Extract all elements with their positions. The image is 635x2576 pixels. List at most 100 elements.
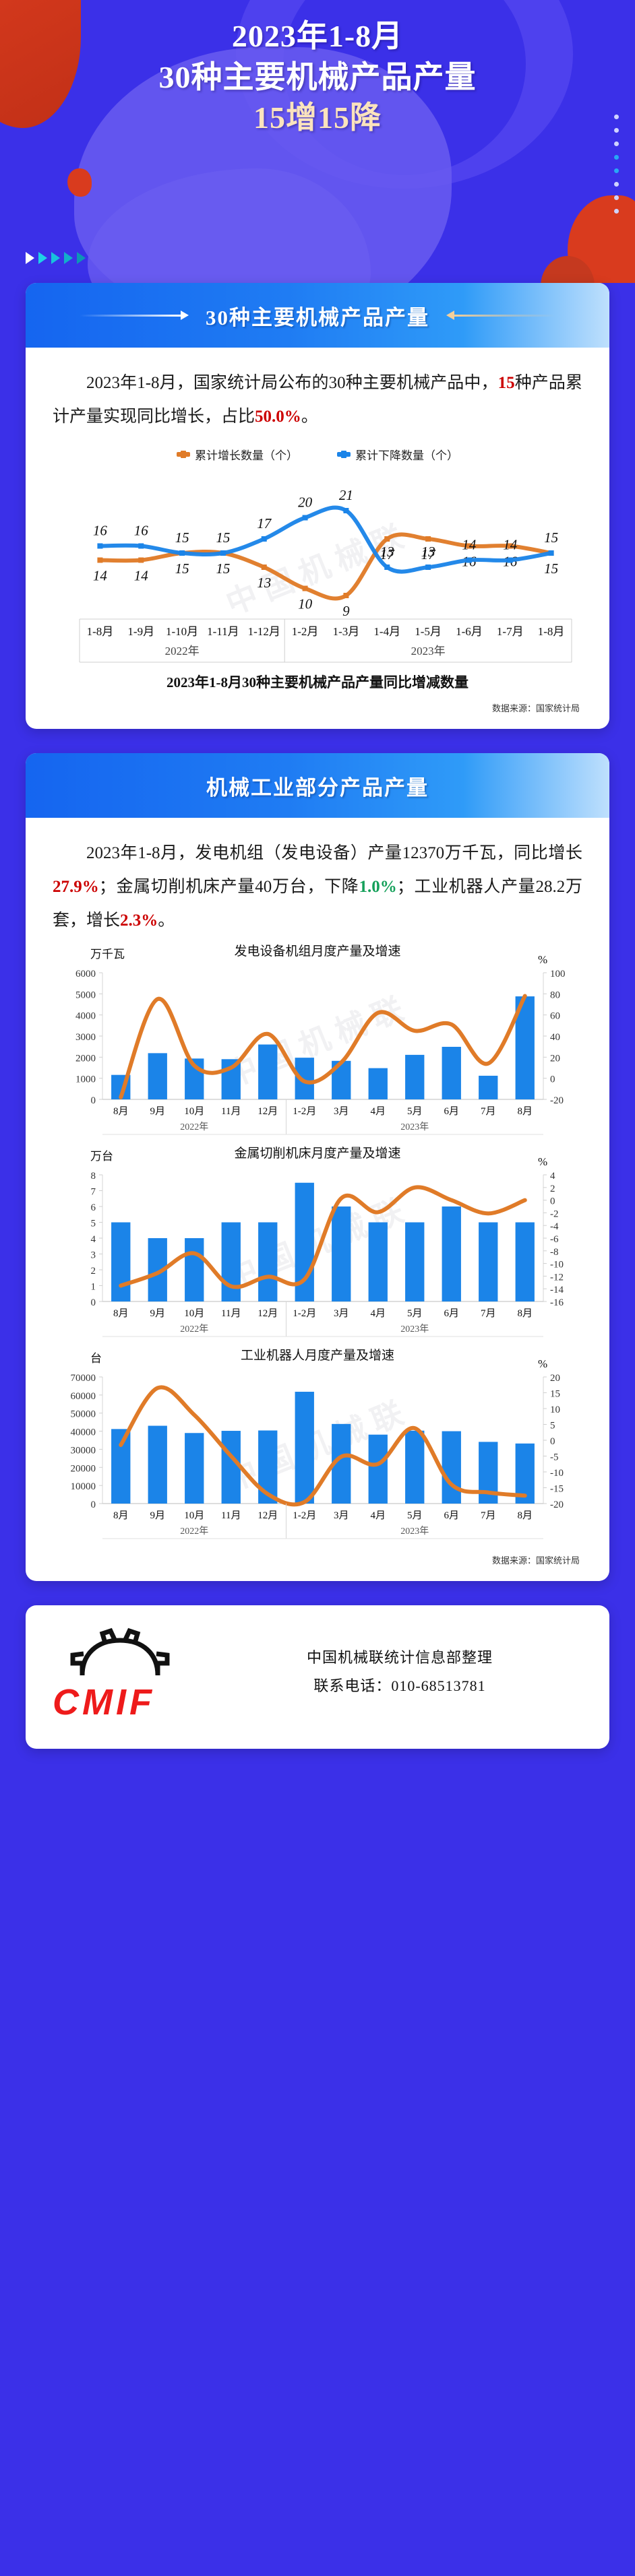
svg-text:-4: -4	[550, 1221, 559, 1232]
line-chart-svg: 1414151513109171716161516161515172021131…	[79, 487, 572, 663]
svg-text:8: 8	[91, 1171, 96, 1182]
decorative-blob-red-dot	[67, 168, 92, 197]
svg-text:15: 15	[175, 560, 189, 577]
svg-text:12月: 12月	[258, 1106, 278, 1117]
svg-text:7月: 7月	[481, 1106, 496, 1117]
svg-text:70000: 70000	[71, 1373, 96, 1384]
svg-text:5月: 5月	[407, 1106, 423, 1117]
svg-text:5000: 5000	[75, 990, 96, 1000]
card1-highlight-share: 50.0%	[255, 408, 301, 426]
svg-text:-5: -5	[550, 1452, 559, 1463]
footer-card: CMIF 中国机械联统计信息部整理 联系电话：010-68513781	[26, 1605, 609, 1749]
svg-text:3000: 3000	[75, 1032, 96, 1043]
svg-text:-2: -2	[550, 1209, 559, 1219]
svg-text:-6: -6	[550, 1234, 559, 1245]
svg-text:1-10月: 1-10月	[166, 625, 198, 638]
svg-text:-8: -8	[550, 1247, 559, 1258]
card2-text-1: 2023年1-8月，发电机组（发电设备）产量12370万千瓦，同比增长	[86, 844, 582, 862]
svg-text:9月: 9月	[150, 1308, 165, 1319]
svg-text:3月: 3月	[334, 1106, 349, 1117]
svg-text:13: 13	[257, 575, 271, 591]
svg-text:60: 60	[550, 1011, 560, 1022]
svg-text:1-12月: 1-12月	[248, 625, 280, 638]
svg-text:80: 80	[550, 990, 560, 1000]
svg-text:4000: 4000	[75, 1011, 96, 1022]
svg-text:3月: 3月	[334, 1308, 349, 1319]
svg-text:1: 1	[91, 1282, 96, 1293]
hero-title-line-2: 30种主要机械产品产量	[158, 59, 477, 94]
svg-text:6月: 6月	[444, 1308, 459, 1319]
svg-text:%: %	[538, 953, 547, 966]
decorative-dot-column	[614, 115, 619, 214]
svg-text:1-2月: 1-2月	[292, 625, 319, 638]
svg-text:6000: 6000	[75, 969, 96, 979]
svg-text:30000: 30000	[71, 1445, 96, 1456]
bar-chart-machinetool-svg: 金属切削机床月度产量及增速 万台 % 0 1 2 3 4 5 6 7 8 -16 -14 -12 -10 -8 -…	[90, 1146, 564, 1337]
svg-text:20: 20	[550, 1373, 560, 1384]
card1-highlight-count: 15	[497, 374, 515, 392]
legend-marker-orange-icon	[177, 451, 190, 458]
svg-text:8月: 8月	[113, 1106, 129, 1117]
svg-text:2023年: 2023年	[400, 1526, 429, 1537]
svg-text:2022年: 2022年	[180, 1324, 208, 1334]
svg-text:15: 15	[216, 529, 230, 546]
svg-text:13: 13	[380, 544, 394, 560]
chevron-right-icon	[77, 252, 86, 264]
svg-text:20000: 20000	[71, 1463, 96, 1474]
svg-text:0: 0	[91, 1297, 96, 1308]
card2-highlight-generator-growth: 27.9%	[53, 878, 99, 896]
svg-text:-12: -12	[550, 1272, 564, 1283]
svg-text:15: 15	[216, 560, 230, 577]
svg-text:5: 5	[550, 1421, 555, 1431]
svg-text:1-2月: 1-2月	[293, 1510, 316, 1521]
svg-text:7月: 7月	[481, 1308, 496, 1319]
svg-text:6月: 6月	[444, 1106, 459, 1117]
legend-item-decrease: 累计下降数量（个）	[337, 446, 458, 463]
svg-text:9月: 9月	[150, 1510, 165, 1521]
svg-text:0: 0	[550, 1436, 555, 1447]
chevron-right-icon	[64, 252, 73, 264]
svg-text:1-2月: 1-2月	[293, 1106, 316, 1117]
legend-label-increase: 累计增长数量（个）	[195, 449, 298, 462]
svg-text:17: 17	[380, 546, 396, 562]
svg-text:40: 40	[550, 1032, 560, 1043]
svg-text:台: 台	[90, 1352, 102, 1365]
svg-text:-15: -15	[550, 1484, 564, 1495]
svg-text:9月: 9月	[150, 1106, 165, 1117]
svg-text:10月: 10月	[184, 1510, 204, 1521]
svg-text:0: 0	[550, 1074, 555, 1085]
legend-marker-blue-icon	[337, 451, 351, 458]
svg-text:2022年: 2022年	[165, 645, 200, 657]
svg-text:14: 14	[462, 537, 477, 553]
svg-text:1-5月: 1-5月	[415, 625, 442, 638]
card2-body: 2023年1-8月，发电机组（发电设备）产量12370万千瓦，同比增长 27.9%…	[26, 818, 609, 1581]
hero-title-line-3: 15增15降	[253, 100, 382, 135]
svg-text:7: 7	[91, 1187, 96, 1198]
hero-title-block: 2023年1-8月 30种主要机械产品产量 15增15降	[0, 0, 635, 139]
svg-text:0: 0	[550, 1196, 555, 1207]
svg-text:17: 17	[257, 515, 272, 532]
legend-item-increase: 累计增长数量（个）	[177, 446, 298, 463]
svg-text:6: 6	[91, 1202, 96, 1213]
svg-text:7月: 7月	[481, 1510, 496, 1521]
card2-paragraph: 2023年1-8月，发电机组（发电设备）产量12370万千瓦，同比增长 27.9%…	[53, 837, 582, 938]
svg-text:2: 2	[550, 1184, 555, 1194]
svg-text:14: 14	[93, 568, 108, 584]
card1-header: 30种主要机械产品产量	[26, 283, 609, 348]
card2-title: 机械工业部分产品产量	[206, 775, 429, 800]
hero-header: 2023年1-8月 30种主要机械产品产量 15增15降	[0, 0, 635, 283]
svg-text:60000: 60000	[71, 1391, 96, 1402]
svg-text:4月: 4月	[370, 1106, 386, 1117]
bar-chart-2-container: 中国机械联 金属切削机床月度产量及增速 万台% 0 1 2 3 4 5 6 7 8 -16 -14 -12…	[53, 1140, 582, 1342]
svg-text:1-6月: 1-6月	[456, 625, 483, 638]
svg-text:10: 10	[550, 1405, 560, 1415]
svg-text:100: 100	[550, 969, 566, 979]
svg-text:10000: 10000	[71, 1481, 96, 1492]
decorative-chevron-row	[26, 252, 86, 264]
svg-text:4: 4	[550, 1171, 555, 1182]
svg-text:8月: 8月	[517, 1308, 533, 1319]
hero-title-line-1: 2023年1-8月	[231, 19, 404, 53]
svg-text:14: 14	[503, 537, 518, 553]
svg-text:8月: 8月	[517, 1510, 533, 1521]
svg-text:13: 13	[421, 544, 435, 560]
